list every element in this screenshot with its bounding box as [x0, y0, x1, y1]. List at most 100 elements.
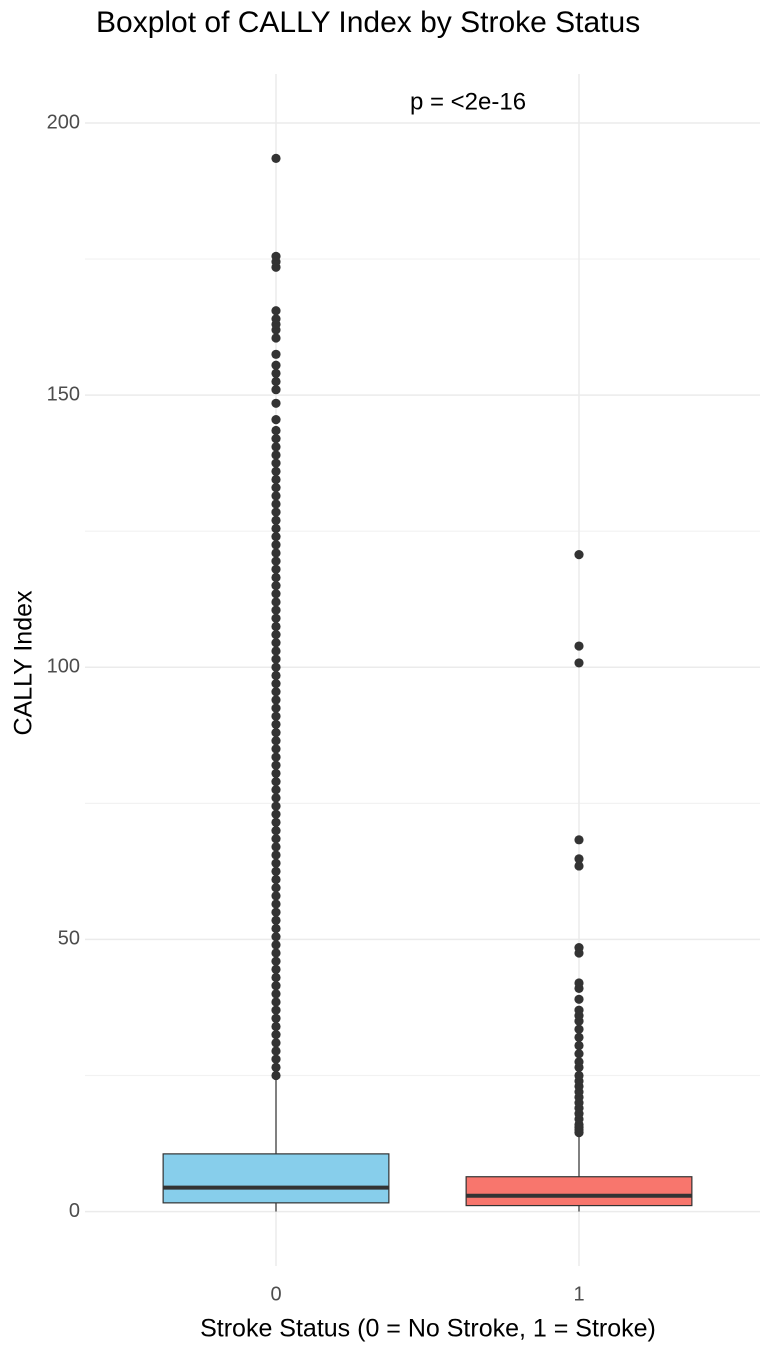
- outlier: [271, 564, 281, 574]
- outlier: [271, 948, 281, 958]
- outlier: [271, 314, 281, 324]
- outlier: [271, 752, 281, 762]
- outlier: [271, 1005, 281, 1015]
- x-axis-label: Stroke Status (0 = No Stroke, 1 = Stroke…: [200, 1315, 656, 1343]
- outlier: [271, 736, 281, 746]
- outlier: [271, 956, 281, 966]
- outlier: [271, 630, 281, 640]
- outlier: [271, 507, 281, 517]
- outlier: [271, 891, 281, 901]
- outlier: [271, 474, 281, 485]
- x-tick-label: 0: [270, 1283, 281, 1305]
- outlier: [271, 425, 281, 436]
- outlier: [271, 1062, 281, 1072]
- outlier: [271, 866, 281, 876]
- outlier: [271, 670, 281, 681]
- outlier: [271, 940, 281, 950]
- outlier: [271, 850, 281, 860]
- chart-title: Boxplot of CALLY Index by Stroke Status: [96, 6, 640, 39]
- outlier: [271, 556, 281, 566]
- outlier: [574, 1057, 584, 1067]
- outlier: [271, 679, 281, 689]
- outlier: [574, 861, 584, 871]
- x-tick-label: 1: [573, 1283, 584, 1305]
- outlier: [574, 994, 584, 1004]
- outlier: [271, 907, 281, 917]
- outlier: [574, 1049, 584, 1059]
- outlier: [574, 1005, 584, 1015]
- outlier: [271, 1046, 281, 1056]
- outlier: [271, 760, 281, 770]
- outlier: [271, 817, 281, 828]
- outlier: [271, 466, 281, 476]
- outlier: [271, 646, 281, 656]
- annotation: p = <2e-16: [410, 88, 526, 115]
- outlier: [271, 834, 281, 844]
- outlier: [271, 695, 281, 705]
- outlier: [271, 768, 281, 779]
- outlier: [271, 972, 281, 983]
- outlier: [271, 997, 281, 1007]
- outlier: [271, 434, 281, 444]
- y-tick-label: 150: [47, 383, 80, 405]
- outlier: [271, 153, 281, 163]
- y-tick-label: 200: [47, 111, 80, 133]
- outlier: [271, 1013, 281, 1023]
- outlier: [271, 1030, 281, 1040]
- outlier: [271, 654, 281, 664]
- outlier: [271, 515, 281, 525]
- outlier: [271, 442, 281, 452]
- outlier: [271, 727, 281, 738]
- outlier: [271, 458, 281, 468]
- outlier: [271, 915, 281, 925]
- outlier: [574, 854, 584, 864]
- outlier: [271, 483, 281, 493]
- y-tick-label: 100: [47, 656, 80, 678]
- outlier: [271, 858, 281, 868]
- outlier: [271, 662, 281, 672]
- outlier: [271, 251, 281, 261]
- outlier: [271, 1021, 281, 1032]
- outlier: [574, 1032, 584, 1042]
- y-tick-label: 50: [58, 928, 80, 950]
- outlier: [271, 306, 281, 316]
- outlier: [271, 687, 281, 697]
- outlier: [271, 333, 281, 343]
- outlier: [271, 589, 281, 599]
- outlier: [574, 1024, 584, 1034]
- outlier: [271, 793, 281, 803]
- outlier: [271, 613, 281, 623]
- outlier: [271, 1038, 281, 1048]
- outlier: [271, 932, 281, 942]
- outlier: [574, 658, 584, 668]
- outlier: [574, 1070, 584, 1081]
- outlier: [271, 415, 281, 425]
- outlier: [271, 711, 281, 721]
- outlier: [271, 842, 281, 852]
- outlier: [271, 719, 281, 730]
- outlier: [271, 1070, 281, 1081]
- outlier: [271, 989, 281, 999]
- outlier: [271, 964, 281, 974]
- box: [465, 1176, 693, 1207]
- y-tick-label: 0: [69, 1200, 80, 1222]
- outlier: [271, 532, 281, 542]
- outlier: [271, 703, 281, 713]
- outlier: [271, 450, 281, 460]
- outlier: [271, 368, 281, 378]
- outlier: [271, 548, 281, 558]
- outlier: [271, 825, 281, 836]
- outlier: [271, 398, 281, 408]
- outlier: [271, 605, 281, 615]
- box: [162, 1153, 390, 1204]
- outlier: [271, 744, 281, 754]
- outlier: [271, 801, 281, 811]
- outlier: [271, 360, 281, 370]
- outlier: [574, 641, 584, 651]
- outlier: [271, 581, 281, 591]
- outlier: [574, 550, 584, 560]
- outlier: [271, 597, 281, 607]
- outlier: [271, 785, 281, 795]
